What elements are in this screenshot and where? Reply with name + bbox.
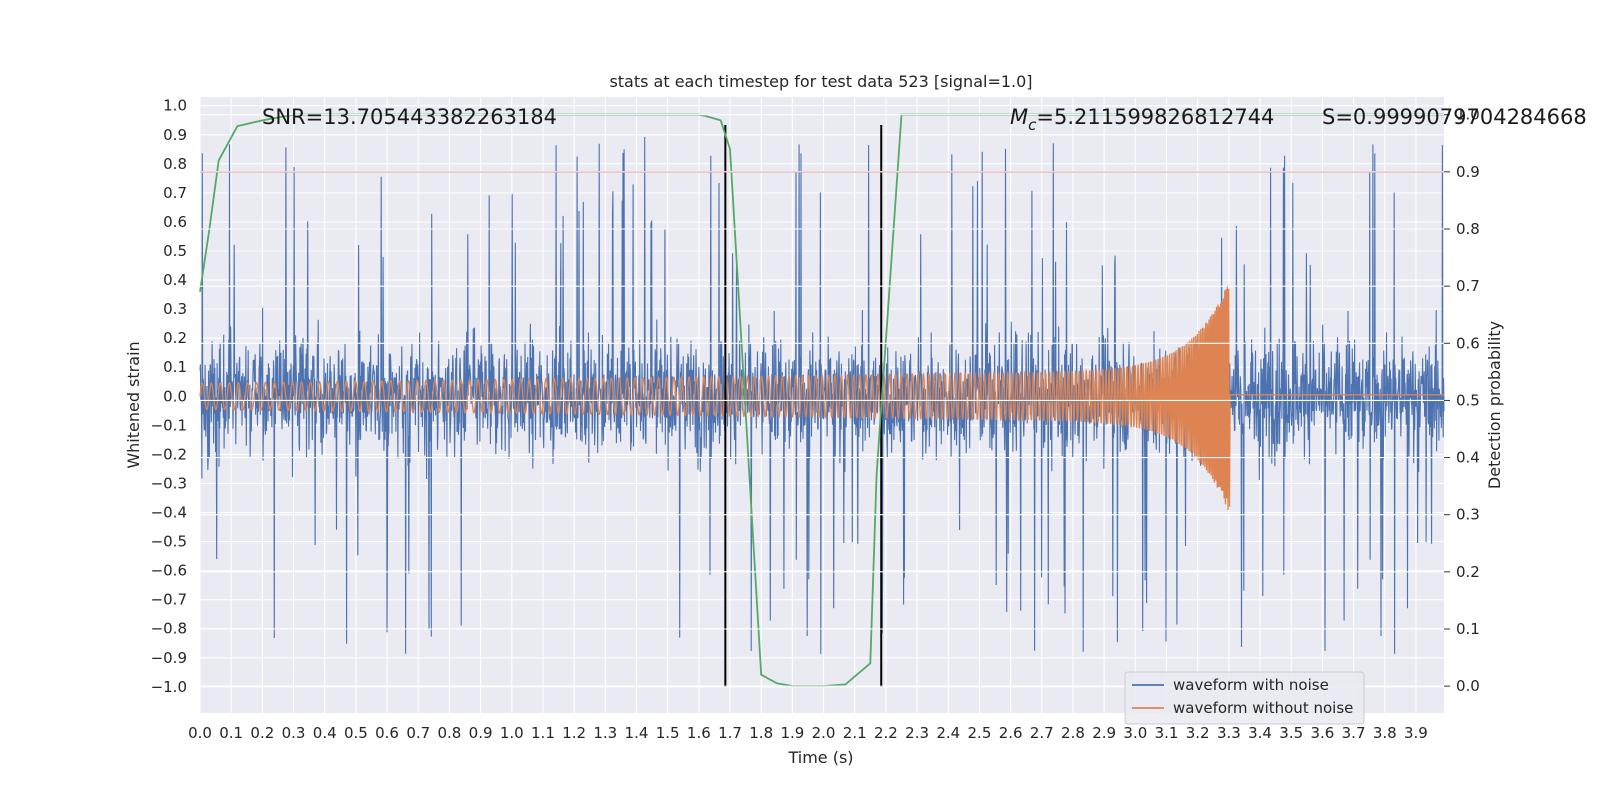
x-tick-label: 1.7 (718, 724, 742, 742)
x-tick-label: 0.1 (219, 724, 243, 742)
y2-tick-label: 0.7 (1456, 277, 1480, 295)
x-tick-label: 3.2 (1186, 724, 1210, 742)
y2-tick-label: 0.4 (1456, 449, 1480, 467)
y2-tick-label: 0.3 (1456, 506, 1480, 524)
y-tick-label: 0.2 (163, 329, 187, 347)
y-tick-label: 0.8 (163, 155, 187, 173)
y-tick-label: −0.7 (151, 591, 187, 609)
chirp-mass-symbol: M (1010, 105, 1028, 129)
x-tick-label: 1.9 (780, 724, 804, 742)
legend-label-clean: waveform without noise (1173, 699, 1353, 717)
y-tick-label: −1.0 (151, 678, 187, 696)
y-tick-label: −0.4 (151, 504, 187, 522)
y-axis-ticks: 1.0 0.9 0.8 0.7 0.6 0.5 0.4 0.3 0.2 0.1 0.0 −0.1 −0.… (151, 97, 187, 696)
x-tick-label: 1.0 (500, 724, 524, 742)
y-tick-label: −0.8 (151, 620, 187, 638)
x-axis-ticks: 0.0 0.1 0.2 0.3 0.4 0.5 0.6 0.7 0.8 0.9 1.0 1.1 1.2 1… (188, 724, 1428, 742)
y-tick-label: −0.9 (151, 649, 187, 667)
x-tick-label: 2.0 (812, 724, 836, 742)
y-tick-label: 0.0 (163, 387, 187, 405)
y2-tick-label: 0.9 (1456, 163, 1480, 181)
x-tick-label: 3.1 (1155, 724, 1179, 742)
y-tick-label: −0.5 (151, 533, 187, 551)
x-tick-label: 3.3 (1217, 724, 1241, 742)
y2-tick-label: 0.6 (1456, 334, 1480, 352)
x-tick-label: 0.7 (406, 724, 430, 742)
x-tick-label: 0.3 (282, 724, 306, 742)
x-tick-label: 0.8 (437, 724, 461, 742)
x-tick-label: 2.2 (874, 724, 898, 742)
x-tick-label: 3.8 (1373, 724, 1397, 742)
x-tick-label: 1.1 (531, 724, 555, 742)
legend-label-noisy: waveform with noise (1173, 676, 1329, 694)
y-tick-label: 0.3 (163, 300, 187, 318)
x-tick-label: 1.5 (656, 724, 680, 742)
s-annotation: S=0.9999079704284668 (1322, 105, 1587, 129)
y2-tick-label: 0.2 (1456, 563, 1480, 581)
x-tick-label: 2.7 (1030, 724, 1054, 742)
x-tick-label: 2.3 (905, 724, 929, 742)
x-tick-label: 3.6 (1310, 724, 1334, 742)
y-tick-label: 1.0 (163, 97, 187, 115)
y-tick-label: 0.5 (163, 242, 187, 260)
x-tick-label: 1.3 (593, 724, 617, 742)
x-tick-label: 3.9 (1404, 724, 1428, 742)
y2-axis-ticks: 1.0 0.9 0.8 0.7 0.6 0.5 0.4 0.3 0.2 0.1 0.0 (1444, 106, 1480, 695)
clean-waveform-line (199, 285, 1444, 511)
x-tick-label: 1.4 (625, 724, 649, 742)
legend: waveform with noise waveform without noi… (1124, 671, 1365, 725)
y2-tick-label: 0.5 (1456, 391, 1480, 409)
x-tick-label: 3.7 (1342, 724, 1366, 742)
x-tick-label: 2.8 (1061, 724, 1085, 742)
y-tick-label: −0.3 (151, 474, 187, 492)
y-tick-label: −0.6 (151, 562, 187, 580)
x-tick-label: 1.2 (562, 724, 586, 742)
x-tick-label: 3.5 (1279, 724, 1303, 742)
x-tick-label: 3.4 (1248, 724, 1272, 742)
x-tick-label: 2.5 (968, 724, 992, 742)
chart-title: stats at each timestep for test data 523… (609, 72, 1032, 91)
x-tick-label: 0.9 (469, 724, 493, 742)
x-tick-label: 0.5 (344, 724, 368, 742)
x-tick-label: 1.6 (687, 724, 711, 742)
x-tick-label: 0.0 (188, 724, 212, 742)
y-tick-label: 0.4 (163, 271, 187, 289)
x-tick-label: 2.4 (936, 724, 960, 742)
chirp-mass-subscript: c (1028, 116, 1037, 134)
y-tick-label: −0.1 (151, 416, 187, 434)
x-tick-label: 0.4 (313, 724, 337, 742)
y-tick-label: 0.1 (163, 358, 187, 376)
y-tick-label: −0.2 (151, 445, 187, 463)
y2-tick-label: 0.0 (1456, 677, 1480, 695)
legend-box (1124, 671, 1365, 725)
x-tick-label: 2.1 (843, 724, 867, 742)
y2-tick-label: 0.1 (1456, 620, 1480, 638)
x-tick-label: 2.9 (1092, 724, 1116, 742)
y-tick-label: 0.9 (163, 126, 187, 144)
y2-axis-label: Detection probability (1485, 321, 1504, 489)
x-tick-label: 2.6 (999, 724, 1023, 742)
chirp-mass-annotation: Mc=5.211599826812744 (1010, 105, 1274, 134)
y2-tick-label: 1.0 (1456, 106, 1480, 124)
y-axis-label: Whitened strain (124, 341, 143, 468)
right-axis-gridlines (200, 114, 1444, 687)
x-tick-label: 3.0 (1123, 724, 1147, 742)
chirp-mass-value: =5.211599826812744 (1036, 105, 1274, 129)
x-tick-label: 0.6 (375, 724, 399, 742)
x-tick-label: 1.8 (749, 724, 773, 742)
x-axis-label: Time (s) (787, 748, 853, 767)
y-tick-label: 0.7 (163, 184, 187, 202)
y2-tick-label: 0.8 (1456, 220, 1480, 238)
snr-annotation: SNR=13.705443382263184 (262, 105, 557, 129)
y-tick-label: 0.6 (163, 213, 187, 231)
x-tick-label: 0.2 (250, 724, 274, 742)
